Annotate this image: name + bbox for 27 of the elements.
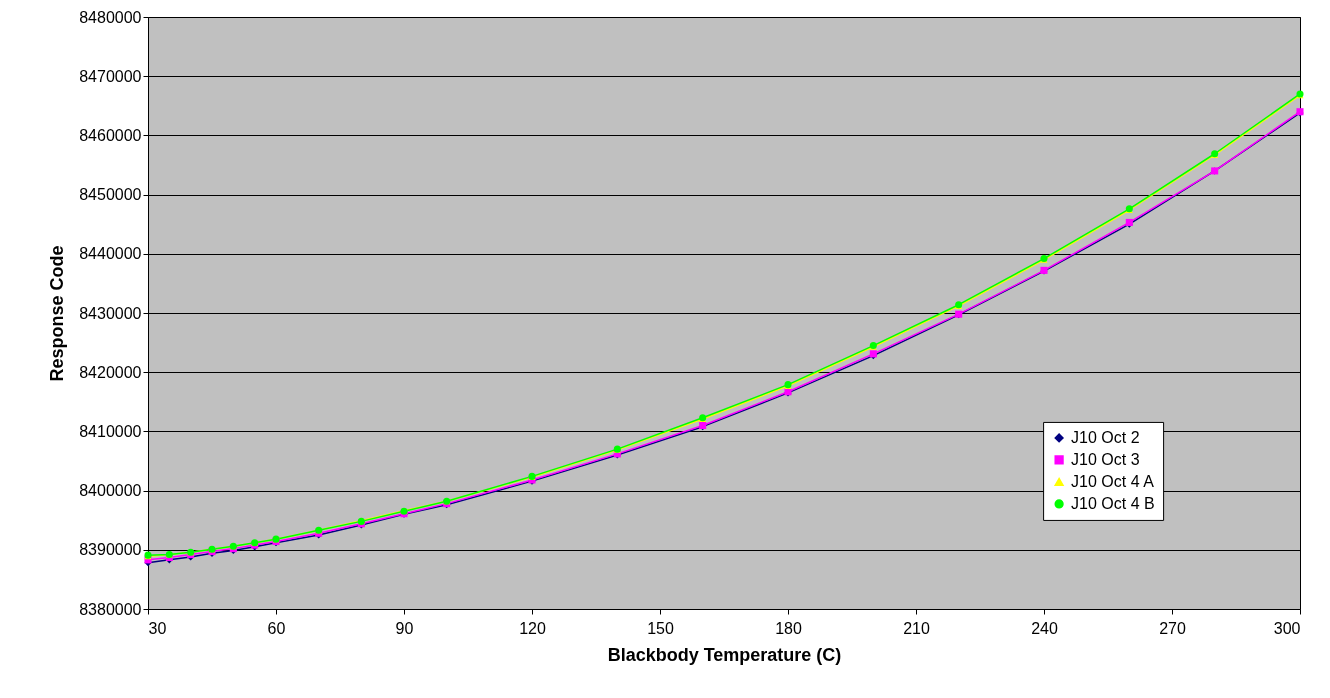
y-axis-title: Response Code (47, 245, 68, 382)
y-tick-label: 8470000 (79, 67, 142, 85)
y-tick-label: 8480000 (79, 8, 142, 26)
x-tick-label: 120 (519, 619, 546, 637)
legend-label: J10 Oct 2 (1071, 428, 1140, 446)
x-tick-label: 180 (775, 619, 802, 637)
y-tick-label: 8380000 (79, 600, 142, 618)
y-tick-label: 8410000 (79, 422, 142, 440)
y-tick-label: 8420000 (79, 363, 142, 381)
x-tick-label: 60 (267, 619, 286, 637)
x-axis-title: Blackbody Temperature (C) (607, 644, 842, 665)
legend-label: J10 Oct 3 (1071, 450, 1140, 468)
legend-label: J10 Oct 4 B (1071, 494, 1155, 512)
x-tick-label: 240 (1031, 619, 1058, 637)
y-tick-label: 8450000 (79, 186, 142, 204)
x-tick-label: 210 (903, 619, 930, 637)
x-tick-label: 90 (395, 619, 414, 637)
x-tick-label: 300 (1273, 619, 1301, 637)
y-tick-label: 8460000 (79, 126, 142, 144)
x-tick-label: 150 (647, 619, 674, 637)
x-tick-label: 30 (148, 619, 167, 637)
y-tick-label: 8430000 (79, 304, 142, 322)
y-tick-label: 8400000 (79, 482, 142, 500)
y-tick-label: 8440000 (79, 245, 142, 263)
x-tick-label: 270 (1159, 619, 1186, 637)
legend-label: J10 Oct 4 A (1071, 472, 1155, 490)
y-tick-label: 8390000 (79, 541, 142, 559)
